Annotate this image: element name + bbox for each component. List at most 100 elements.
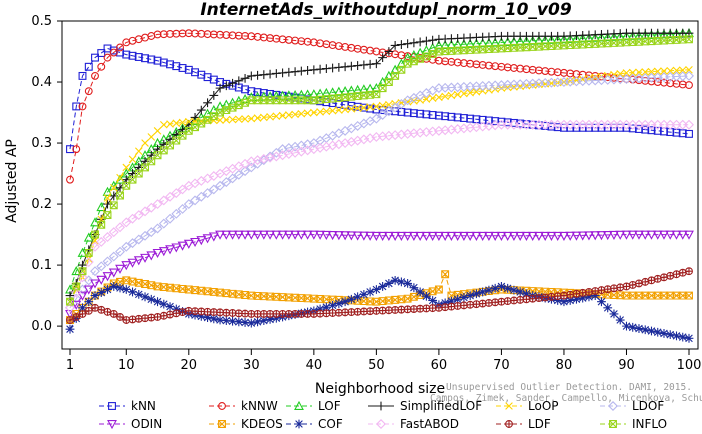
- data-point-loop: [291, 110, 299, 119]
- data-point-odin: [83, 285, 94, 295]
- data-point-fastabod: [121, 217, 132, 228]
- data-point-odin: [265, 230, 276, 240]
- data-point-lof: [534, 35, 544, 45]
- data-point-inflo: [159, 146, 168, 155]
- data-point-odin: [227, 230, 238, 240]
- data-point-simplifiedlof: [353, 61, 363, 70]
- legend-item-knn: kNN: [99, 399, 156, 413]
- data-point-inflo: [72, 282, 81, 291]
- data-point-loop: [172, 119, 181, 128]
- data-point-odin: [684, 230, 694, 240]
- data-point-kdeos: [391, 295, 400, 304]
- data-point-ldof: [383, 106, 394, 117]
- data-point-inflo: [428, 50, 437, 58]
- data-point-cof: [578, 293, 588, 303]
- data-point-odin: [365, 231, 376, 241]
- data-point-ldf: [566, 290, 575, 299]
- data-point-cof: [590, 291, 600, 301]
- data-point-ldf: [678, 268, 687, 277]
- data-point-fastabod: [96, 236, 107, 247]
- data-point-loop: [316, 108, 324, 116]
- data-point-cof: [334, 299, 344, 308]
- data-point-odin: [408, 231, 419, 241]
- data-point-ldf: [616, 283, 625, 292]
- legend-marker-knnw: [218, 402, 226, 410]
- data-point-inflo: [184, 126, 193, 135]
- data-point-cof: [190, 310, 200, 320]
- data-point-ldof: [371, 113, 382, 124]
- data-point-odin: [540, 231, 551, 241]
- data-point-cof: [165, 302, 175, 311]
- data-point-loop: [666, 66, 675, 75]
- data-point-loop: [472, 87, 481, 96]
- data-point-inflo: [403, 59, 412, 68]
- data-point-inflo: [372, 90, 381, 99]
- data-point-cof: [84, 297, 94, 307]
- data-point-ldof: [215, 180, 226, 191]
- data-point-lof: [652, 29, 663, 39]
- data-point-ldf: [672, 270, 681, 279]
- data-point-loop: [266, 113, 274, 121]
- data-point-odin: [202, 234, 213, 244]
- data-point-ldf: [610, 284, 618, 293]
- data-point-loop: [441, 92, 449, 101]
- data-point-odin: [621, 230, 632, 240]
- legend-item-inflo: INFLO: [600, 417, 667, 431]
- data-point-odin: [383, 231, 394, 241]
- legend-item-ldf: LDF: [496, 417, 551, 431]
- legend-item-knnw: kNNW: [209, 399, 278, 413]
- data-point-inflo: [378, 84, 387, 93]
- data-point-loop: [678, 66, 687, 74]
- x-tick-label: 90: [618, 358, 635, 373]
- data-point-inflo: [197, 119, 206, 128]
- legend: kNN kNNW LOF SimplifiedLOF LoOP LDOF ODIN KDEOS…: [99, 399, 667, 431]
- y-tick-label: 0.3: [31, 136, 52, 151]
- legend-label-ldf: LDF: [528, 417, 551, 431]
- legend-marker-loop: [505, 402, 513, 410]
- data-point-cof: [153, 297, 162, 307]
- data-point-odin: [308, 230, 319, 240]
- data-point-ldf: [178, 308, 187, 316]
- data-point-cof: [246, 318, 256, 328]
- data-point-lof: [471, 38, 482, 48]
- data-point-inflo: [397, 65, 406, 74]
- data-point-inflo: [347, 92, 356, 101]
- data-point-loop: [222, 116, 231, 124]
- data-point-lof: [446, 39, 457, 49]
- data-point-knnw: [72, 145, 81, 154]
- data-point-odin: [515, 231, 526, 241]
- data-point-fastabod: [171, 188, 182, 199]
- data-point-ldof: [190, 195, 201, 206]
- data-point-inflo: [241, 98, 250, 107]
- data-point-loop: [178, 118, 187, 127]
- data-point-cof: [390, 275, 400, 285]
- data-point-lof: [584, 32, 594, 43]
- data-point-cof: [96, 288, 106, 297]
- data-point-lof: [546, 34, 557, 44]
- data-point-odin: [471, 231, 482, 241]
- data-point-inflo: [216, 108, 225, 117]
- data-point-ldf: [628, 281, 637, 289]
- data-point-odin: [465, 231, 476, 241]
- legend-item-cof: COF: [286, 417, 343, 431]
- data-point-ldof: [240, 166, 251, 177]
- data-point-loop: [116, 173, 124, 182]
- data-point-odin: [121, 261, 132, 271]
- data-point-ldf: [578, 288, 587, 297]
- data-point-loop: [660, 67, 668, 75]
- data-point-odin: [133, 256, 144, 266]
- data-point-cof: [659, 329, 669, 338]
- data-point-cof: [684, 333, 694, 343]
- data-point-odin: [502, 231, 513, 241]
- data-point-loop: [616, 69, 625, 78]
- data-point-simplifiedlof: [384, 47, 394, 56]
- data-point-fastabod: [133, 210, 144, 221]
- data-point-cof: [678, 332, 688, 342]
- data-point-loop: [310, 108, 318, 117]
- data-point-lof: [433, 40, 444, 50]
- data-point-odin: [346, 231, 357, 241]
- data-point-lof: [365, 83, 376, 93]
- y-tick-label: 0.5: [31, 14, 52, 29]
- data-point-odin: [509, 231, 519, 241]
